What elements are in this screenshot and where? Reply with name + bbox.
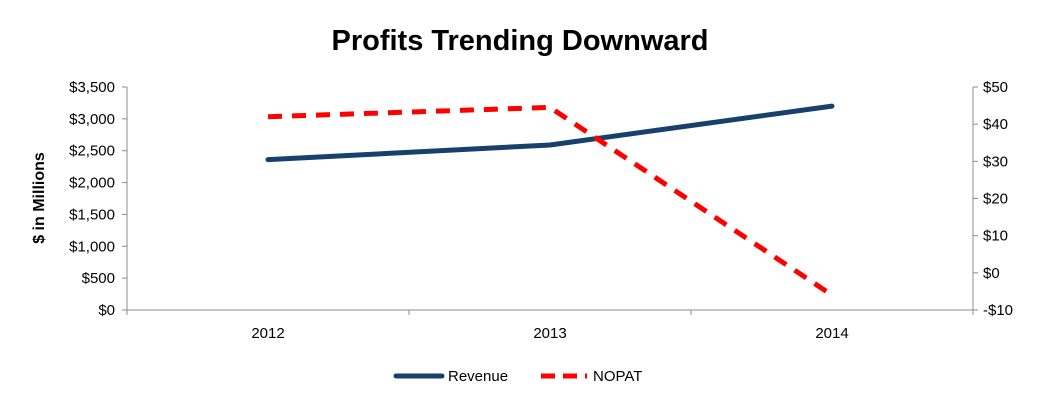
legend-label-nopat: NOPAT	[593, 368, 642, 385]
series-line-revenue	[265, 103, 835, 163]
left-tick-label: $1,000	[69, 238, 115, 255]
left-tick-label: $1,500	[69, 206, 115, 223]
y-axis-label: $ in Millions	[31, 152, 48, 244]
series-line-nopat	[267, 104, 834, 298]
right-tick-label: $50	[983, 79, 1008, 96]
right-tick-label: $10	[983, 228, 1008, 245]
left-tick-label: $3,000	[69, 111, 115, 128]
right-tick-label: -$10	[983, 302, 1013, 319]
legend-label-revenue: Revenue	[448, 368, 508, 385]
series-layer	[265, 103, 835, 298]
right-tick-label: $30	[983, 153, 1008, 170]
left-tick-label: $0	[98, 302, 115, 319]
left-tick-label: $2,000	[69, 175, 115, 192]
right-tick-label: $40	[983, 116, 1008, 133]
right-tick-label: $20	[983, 191, 1008, 208]
right-tick-label: $0	[983, 265, 1000, 282]
ticks-layer: $0 $500 $1,000 $1,500 $2,000 $2,500 $3,000 $3,5…	[69, 79, 1013, 342]
x-tick-label: 2012	[251, 325, 284, 342]
left-tick-label: $3,500	[69, 79, 115, 96]
chart-title: Profits Trending Downward	[331, 25, 708, 57]
x-tick-label: 2014	[815, 325, 848, 342]
left-tick-label: $500	[82, 270, 115, 287]
legend: Revenue NOPAT	[393, 368, 642, 385]
x-tick-label: 2013	[533, 325, 566, 342]
left-tick-label: $2,500	[69, 143, 115, 160]
